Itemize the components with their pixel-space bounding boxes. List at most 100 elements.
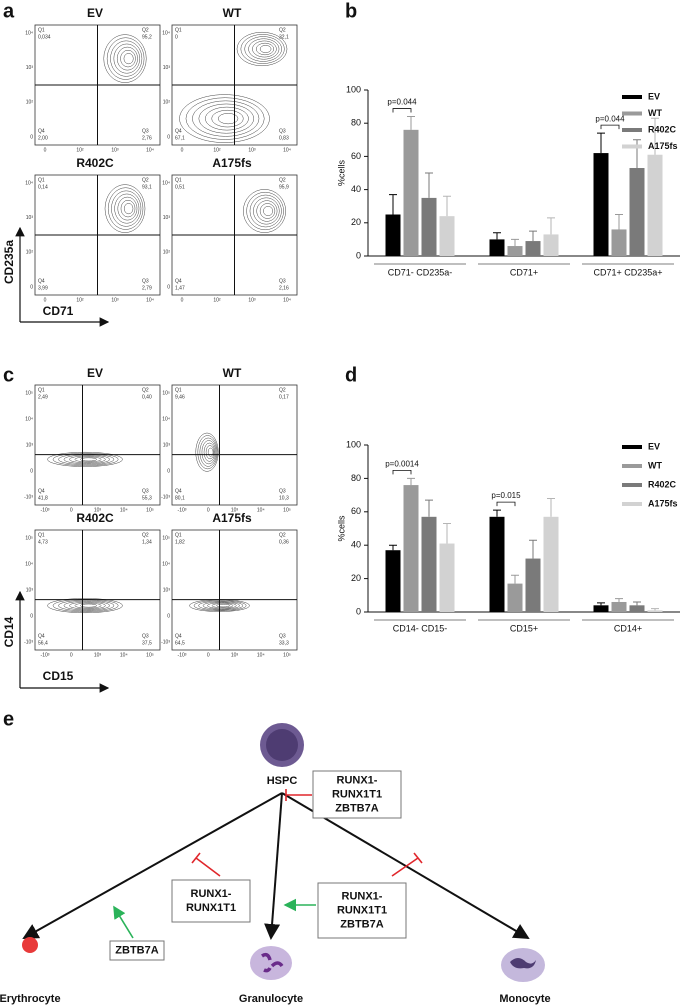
x-tick-label: CD71+ (510, 267, 538, 277)
tick-label: 0 (181, 297, 184, 303)
p-value: p=0.044 (387, 98, 417, 107)
bar (403, 485, 419, 612)
significance-bracket (496, 501, 516, 507)
contour (179, 94, 270, 143)
tick-label: 10³ (231, 507, 239, 513)
regulator-box (109, 940, 165, 961)
y-tick-label: 80 (351, 473, 361, 483)
contour (52, 452, 119, 466)
quadrant-name: Q2 (279, 27, 286, 33)
tick-label: 10³ (94, 652, 102, 658)
y-tick-label: 100 (346, 84, 361, 94)
contour (123, 203, 134, 215)
tick-label: 10⁴ (120, 652, 128, 658)
quadrant-name: Q4 (175, 633, 182, 639)
contour (117, 196, 138, 221)
contour (216, 604, 230, 608)
tick-label: 0 (70, 507, 73, 513)
y-tick-label: 20 (351, 573, 361, 583)
regulator-text: RUNX1- (342, 890, 383, 902)
error-bar (493, 232, 501, 240)
tick-label: 0 (167, 468, 170, 474)
contour (256, 200, 278, 222)
x-tick-label: CD71+ CD235a+ (593, 267, 662, 277)
quadrant-value: 0 (175, 34, 178, 40)
contour (236, 31, 288, 67)
tick-label: 10³ (26, 65, 34, 71)
bar (525, 558, 541, 612)
tick-label: 10⁴ (25, 416, 33, 422)
legend-label: WT (648, 108, 662, 118)
significance-bracket (600, 124, 620, 130)
contour (263, 205, 274, 217)
plot-title: WT (223, 6, 242, 20)
contour (259, 45, 272, 53)
tick-label: 0 (167, 134, 170, 140)
quadrant-name: Q3 (142, 128, 149, 134)
contour (120, 199, 136, 218)
quadrant-name: Q2 (279, 177, 286, 183)
error-bar (615, 214, 623, 230)
contour (69, 455, 106, 464)
contour (256, 42, 274, 56)
tick-label: -10³ (41, 507, 50, 513)
contour (63, 454, 110, 465)
contour (211, 603, 234, 608)
legend-label: A175fs (648, 498, 678, 508)
plot-title: R402C (76, 511, 114, 525)
tick-label: 10³ (26, 215, 34, 221)
x-tick-label: CD14- CD15- (393, 623, 448, 633)
tick-label: -10³ (161, 639, 170, 645)
error-bar (597, 132, 605, 154)
bar (543, 516, 559, 612)
panel-label: c (3, 364, 14, 386)
tick-label: 0 (44, 297, 47, 303)
quadrant-value: 9,46 (175, 394, 185, 400)
quadrant-value: 95,2 (142, 34, 152, 40)
tick-label: 10² (213, 297, 221, 303)
tick-label: 10⁴ (25, 30, 33, 36)
error-bar (547, 497, 555, 517)
tick-label: 10⁴ (162, 561, 170, 567)
y-tick-label: 0 (356, 606, 361, 616)
tick-label: 10⁴ (162, 416, 170, 422)
x-axis-label: CD15 (43, 669, 74, 683)
quadrant-value: 3,99 (38, 285, 48, 291)
tick-label: 10³ (248, 147, 256, 153)
bar (421, 197, 437, 256)
contour (104, 184, 146, 233)
tick-label: 10³ (26, 442, 34, 448)
plot-title: WT (223, 366, 242, 380)
tick-label: 10⁴ (283, 147, 291, 153)
error-bar (443, 522, 451, 544)
tick-label: 0 (30, 468, 33, 474)
legend-label: R402C (648, 479, 677, 489)
plot-title: A175fs (212, 511, 252, 525)
quadrant-value: 10,3 (279, 495, 289, 501)
tick-label: 10⁵ (146, 652, 154, 658)
quadrant-value: 4,73 (38, 539, 48, 545)
cell-label: Granulocyte (239, 993, 303, 1005)
y-tick-label: 0 (356, 250, 361, 260)
quadrant-name: Q3 (279, 128, 286, 134)
error-bar (651, 117, 659, 155)
quadrant-name: Q1 (175, 532, 182, 538)
tick-label: 0 (167, 613, 170, 619)
tick-label: 10⁴ (25, 561, 33, 567)
bar (489, 239, 505, 256)
x-tick-label: CD15+ (510, 623, 538, 633)
quadrant-value: 95,9 (279, 184, 289, 190)
bar (421, 516, 437, 612)
contour (123, 53, 134, 65)
panel-label: b (345, 0, 357, 22)
tick-label: 10⁵ (146, 507, 154, 513)
tick-label: 10² (76, 147, 84, 153)
contour (113, 43, 141, 74)
plot-title: R402C (76, 156, 114, 170)
regulator-text: RUNX1T1 (332, 788, 382, 800)
bar (439, 543, 455, 612)
contour (240, 34, 285, 64)
tick-label: 10² (163, 100, 171, 106)
y-tick-label: 100 (346, 439, 361, 449)
